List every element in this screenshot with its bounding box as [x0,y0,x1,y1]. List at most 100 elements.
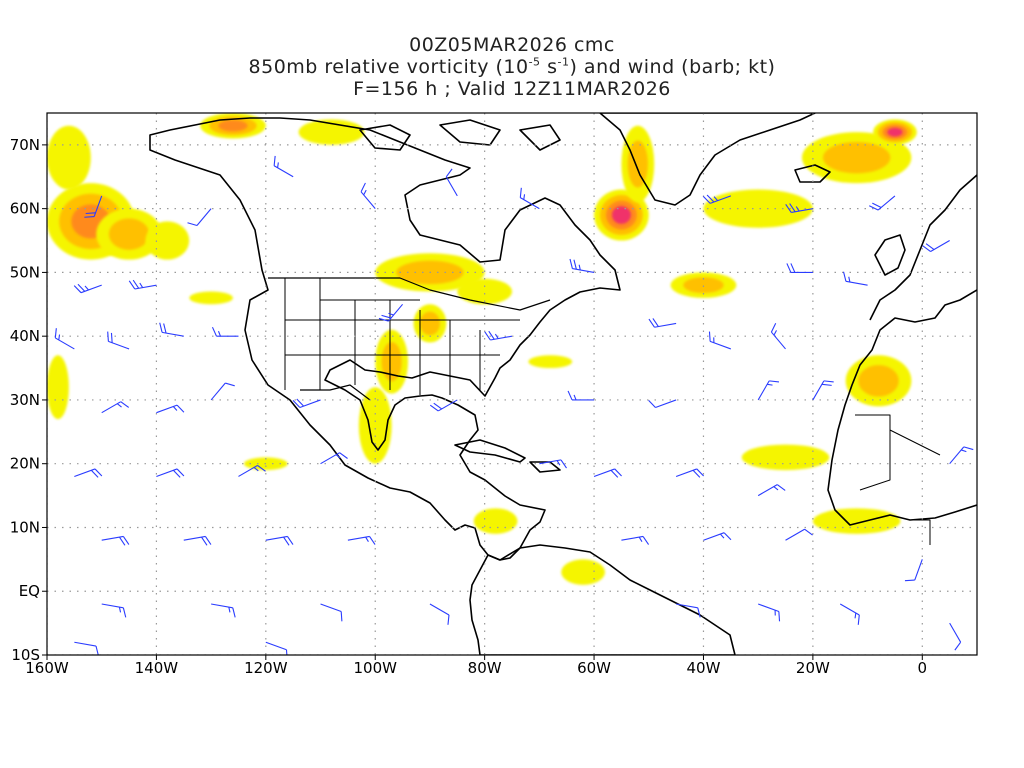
lat-tick-label: 10N [10,518,40,536]
wind-barb [904,559,923,582]
wind-barb [843,271,868,286]
coastline-north-america [149,117,621,561]
wind-barb [445,168,458,197]
longitude-axis: 160W 140W 120W 100W 80W 60W 40W 20W 0 [25,655,927,677]
vorticity-blob [528,355,573,369]
wind-barb [702,194,732,204]
vorticity-blob [594,189,649,241]
vorticity-level-2 [822,141,891,174]
wind-barb [519,187,540,210]
lon-tick-label: 0 [918,659,928,677]
wind-barb [101,603,127,618]
vorticity-level-1 [189,291,233,305]
wind-barbs [54,155,974,655]
coastline-hispaniola [529,461,561,473]
wind-barb [156,404,185,414]
lon-tick-label: 160W [25,659,69,677]
latitude-axis: 10S EQ 10N 20N 30N 40N 50N 60N 70N [10,136,47,664]
vorticity-level-2 [108,218,150,250]
coastline-africa [827,289,977,526]
vorticity-level-1 [358,387,392,464]
country-border-us-canada [268,277,551,311]
vorticity-level-1 [145,221,190,260]
vorticity-blob [741,444,830,471]
wind-barb [785,528,813,541]
wind-barb [107,331,130,350]
wind-barb [54,328,75,350]
wind-barb [757,484,786,497]
wind-barb [187,208,212,227]
vorticity-blob [812,508,901,534]
lon-tick-label: 20W [796,659,830,677]
coastline-british-isles [874,234,906,276]
wind-barb [273,155,294,178]
wind-barb [156,468,185,478]
vorticity-level-3 [218,120,248,132]
coastline-iceland [794,164,831,183]
vorticity-blob [47,125,91,190]
vorticity-blob [96,208,162,260]
vorticity-level-1 [812,508,901,534]
wind-barb [708,331,732,350]
wind-barb [770,322,786,350]
vorticity-level-1 [741,444,830,471]
wind-barb [949,622,962,651]
wind-barb [360,182,376,210]
vorticity-blob [189,291,233,305]
vorticity-blob [670,272,737,298]
wind-barb [593,468,622,478]
wind-barb [757,380,780,401]
vorticity-blob [375,329,409,394]
lat-lon-grid [47,113,977,655]
lat-tick-label: 40N [10,327,40,345]
wind-barb [210,382,235,401]
country-borders-africa [855,414,941,545]
lat-tick-label: 50N [10,263,40,281]
vorticity-blob [845,355,912,407]
wind-barb [648,399,677,408]
vorticity-level-2 [419,311,441,336]
vorticity-level-2 [683,277,724,294]
wind-barb [211,326,239,337]
wind-barb [84,195,103,218]
wind-barb [648,318,677,328]
vorticity-level-2 [858,365,899,397]
lon-tick-label: 140W [135,659,179,677]
vorticity-blob [873,119,917,145]
wind-barb [567,390,595,401]
vorticity-blob [145,221,190,260]
wind-barb [101,401,130,414]
coastline-greenland [599,113,816,206]
lat-tick-label: 30N [10,391,40,409]
vorticity-level-1 [473,508,518,534]
wind-barb [183,535,212,546]
vorticity-blob [703,189,813,228]
coastlines [149,113,977,655]
coastline-south-america [469,544,736,655]
wind-barb [675,468,705,478]
vorticity-level-4 [611,206,631,224]
lon-tick-label: 120W [244,659,288,677]
vorticity-blob [561,559,606,585]
wind-barb [128,279,157,290]
wind-barb [539,459,567,469]
vorticity-blob [621,125,655,203]
vorticity-blob [358,387,392,464]
lon-tick-label: 40W [687,659,721,677]
wind-barb [949,446,974,465]
country-border-us-mexico [300,384,371,401]
title-line-1: 00Z05MAR2026 cmc [409,34,615,56]
vorticity-level-1 [47,355,69,420]
wind-barb [238,464,266,477]
wind-barb [569,258,595,273]
wind-barb [211,603,236,618]
title-line-2: 850mb relative vorticity (10-5 s-1) and … [248,55,776,78]
wind-barb [74,641,99,655]
vorticity-blob [47,355,69,420]
wind-barb [757,603,781,622]
map-title-block: 00Z05MAR2026 cmc 850mb relative vorticit… [0,34,1024,100]
wind-barb [676,603,701,618]
wind-barb [429,603,450,625]
lat-tick-label: 60N [10,200,40,218]
